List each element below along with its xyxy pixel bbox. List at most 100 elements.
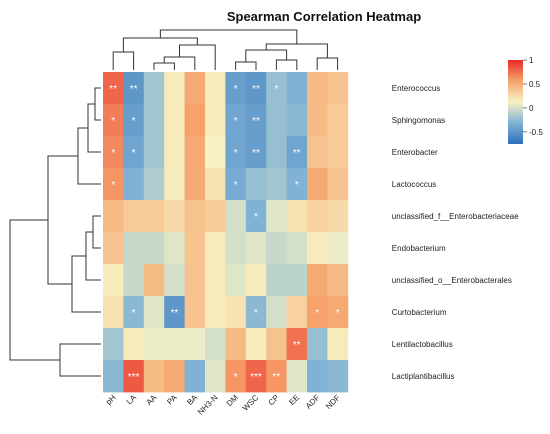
significance-mark: * [132, 116, 136, 127]
heatmap-cell [286, 264, 308, 297]
dendrogram-branch [159, 29, 298, 44]
heatmap-cell [286, 168, 308, 201]
heatmap-cell [225, 328, 247, 361]
heatmap-cell [184, 232, 206, 265]
heatmap-cell [143, 200, 165, 233]
significance-mark: * [295, 180, 299, 191]
heatmap-cell [205, 264, 226, 297]
legend-colorbar [508, 60, 523, 144]
heatmap-cell [327, 296, 349, 329]
significance-mark: ** [252, 148, 260, 159]
significance-marks: ** ** * ** ** * * *** * * ** *** * *** ** * * ****** * *** *… [109, 84, 339, 383]
significance-mark: ** [293, 340, 301, 351]
row-label: Curtobacterium [392, 308, 447, 317]
heatmap-cell [123, 232, 145, 265]
heatmap-cell [327, 168, 349, 201]
heatmap-cell [103, 72, 124, 105]
heatmap-cell [143, 72, 165, 105]
heatmap-cell [123, 136, 145, 169]
heatmap-cell [266, 296, 287, 329]
heatmap-cell [143, 104, 165, 137]
row-labels: Enterococcus Sphingomonas Enterobacter Lact… [392, 84, 519, 381]
heatmap-cell [123, 296, 145, 329]
dendrogram-branch [235, 61, 257, 70]
heatmap-cell [103, 360, 124, 393]
heatmap-cell [286, 72, 308, 105]
heatmap-cell [184, 200, 206, 233]
heatmap-cell [164, 104, 185, 137]
heatmap-cell [205, 328, 226, 361]
heatmap-cell [245, 296, 267, 329]
significance-mark: ** [109, 84, 117, 95]
heatmap-cell [327, 232, 349, 265]
heatmap-cell [266, 264, 287, 297]
heatmap-cell [184, 328, 206, 361]
heatmap-cell [307, 328, 328, 361]
heatmap-cell [327, 72, 349, 105]
column-label: CP [267, 393, 281, 407]
dendrogram-branch [153, 62, 175, 70]
heatmap-cell [286, 136, 308, 169]
heatmap-cell [164, 328, 185, 361]
significance-mark: * [274, 84, 278, 95]
dendrogram-branch [316, 57, 339, 70]
heatmap-cell [286, 200, 308, 233]
heatmap-cell [184, 296, 206, 329]
heatmap-cell [143, 264, 165, 297]
heatmap-cell [164, 232, 185, 265]
heatmap-cell [307, 296, 328, 329]
heatmap-cell [286, 328, 308, 361]
dendrogram-branch [265, 43, 328, 58]
heatmap-cell [103, 264, 124, 297]
heatmap-cell [184, 360, 206, 393]
heatmap-cell [184, 168, 206, 201]
legend-tick-label: 0 [529, 104, 534, 113]
heatmap-cell [103, 296, 124, 329]
row-label: unclassified_o__Enterobacterales [392, 276, 512, 285]
row-label: Sphingomonas [392, 116, 445, 125]
heatmap-cell [266, 232, 287, 265]
heatmap-cell [327, 264, 349, 297]
heatmap-cell [266, 328, 287, 361]
heatmap-cell [327, 360, 349, 393]
row-label: Lactiplantibacillus [392, 372, 455, 381]
color-legend: 1 0.5 0 -0.5 [508, 56, 543, 144]
heatmap-cell [143, 168, 165, 201]
heatmap-cell [225, 360, 247, 393]
heatmap-cell [205, 200, 226, 233]
heatmap-cell [103, 168, 124, 201]
column-label: WSC [241, 393, 261, 413]
heatmap-cell [205, 104, 226, 137]
heatmap-cell [103, 200, 124, 233]
heatmap-cell [123, 328, 145, 361]
heatmap-cell [266, 168, 287, 201]
dendrogram-branch [9, 219, 60, 361]
heatmap-cell [184, 72, 206, 105]
dendrogram-branch [77, 127, 101, 185]
column-label: ADF [304, 393, 322, 411]
heatmap-cell [184, 264, 206, 297]
legend-tick-label: 1 [529, 56, 534, 65]
heatmap-cell [245, 264, 267, 297]
heatmap-cell [245, 232, 267, 265]
significance-mark: ** [171, 308, 179, 319]
column-label: LA [125, 393, 139, 407]
heatmap-cell [205, 72, 226, 105]
heatmap-cell [245, 168, 267, 201]
dendrogram-branch [112, 51, 135, 70]
heatmap-cell [143, 328, 165, 361]
heatmap-cell [205, 168, 226, 201]
heatmap-cell [225, 264, 247, 297]
row-dendrogram [9, 87, 101, 377]
heatmap-cell [225, 200, 247, 233]
heatmap-cell [307, 232, 328, 265]
heatmap-cell [205, 360, 226, 393]
heatmap-cell [123, 264, 145, 297]
heatmap-cell [225, 168, 247, 201]
heatmap-cell [225, 104, 247, 137]
heatmap-cell [307, 360, 328, 393]
significance-mark: * [315, 308, 319, 319]
legend-tick-label: -0.5 [529, 128, 543, 137]
significance-mark: ** [252, 116, 260, 127]
